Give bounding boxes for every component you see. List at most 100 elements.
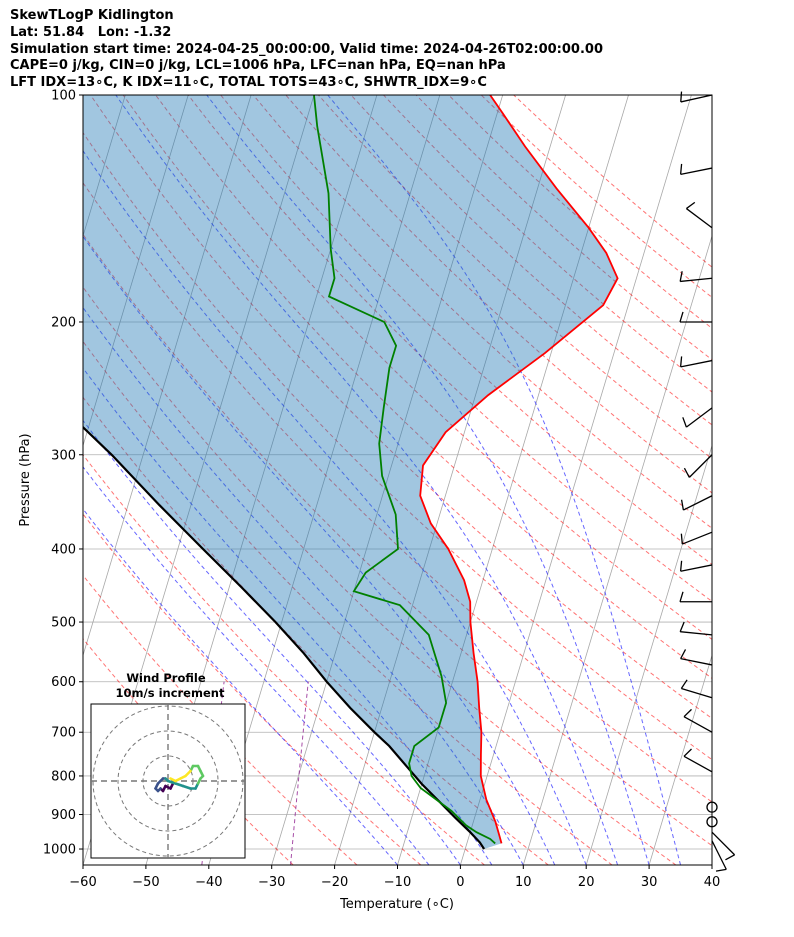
moist-adiabat xyxy=(83,306,524,865)
x-tick-label: −60 xyxy=(69,875,96,890)
barb-shaft xyxy=(682,531,713,545)
barb-shaft xyxy=(683,755,713,773)
mixing-ratio-line xyxy=(290,681,309,865)
hodograph-segment xyxy=(166,779,177,785)
barb-shaft xyxy=(681,687,713,699)
wind-barb xyxy=(679,163,713,175)
y-axis-label: Pressure (hPa) xyxy=(18,433,33,526)
isotherm xyxy=(83,95,189,448)
wind-barb xyxy=(683,454,713,478)
dry-adiabat xyxy=(90,95,712,720)
wind-barb xyxy=(679,591,712,603)
barb-shaft xyxy=(688,454,713,478)
y-tick-label: 700 xyxy=(51,726,76,741)
dry-adiabat xyxy=(83,340,613,865)
x-tick-label: 30 xyxy=(641,875,658,890)
x-axis-ticks: −60 −50 −40 −30 −20 −10 0 10 20 30 40 xyxy=(69,865,720,890)
barb-flag xyxy=(680,499,685,511)
y-tick-label: 400 xyxy=(51,542,76,557)
wind-barb xyxy=(711,840,727,872)
y-tick-label: 800 xyxy=(51,769,76,784)
x-tick-label: 10 xyxy=(515,875,532,890)
moist-adiabat xyxy=(327,95,681,865)
barb-shaft xyxy=(680,564,713,572)
wind-barb xyxy=(683,708,713,733)
stability-line: CAPE=0 j/kg, CIN=0 j/kg, LCL=1006 hPa, L… xyxy=(10,58,506,74)
barb-shaft xyxy=(680,167,713,175)
barb-flag xyxy=(683,708,692,718)
y-tick-label: 1000 xyxy=(43,843,76,858)
wind-barb xyxy=(711,831,736,861)
calm-wind-circle xyxy=(706,816,718,828)
dry-adiabat xyxy=(350,95,712,426)
isotherm xyxy=(83,95,126,238)
barb-flag xyxy=(683,748,692,757)
dry-adiabat xyxy=(285,95,712,494)
chart-header: SkewTLogP Kidlington Lat: 51.84 Lon: -1.… xyxy=(10,8,603,92)
barb-flag xyxy=(680,649,687,659)
temperature-line xyxy=(419,95,619,844)
wind-barb xyxy=(679,560,713,572)
barb-shaft xyxy=(711,840,727,870)
barb-flag xyxy=(679,163,683,175)
barb-flag xyxy=(679,591,684,602)
isotherm xyxy=(522,234,712,865)
wind-barbs xyxy=(679,91,736,872)
moist-adiabat xyxy=(83,149,587,865)
barb-shaft xyxy=(711,831,736,856)
hodograph-segment xyxy=(181,784,192,790)
wind-barb xyxy=(686,201,713,229)
index-line: LFT IDX=13∘C, K IDX=11∘C, TOTAL TOTS=43∘… xyxy=(10,75,487,91)
isotherm xyxy=(585,444,712,865)
dry-adiabat xyxy=(83,396,549,865)
profiles xyxy=(83,95,619,850)
hodograph-title: Wind Profile xyxy=(126,671,206,685)
wind-barb xyxy=(683,748,713,773)
barb-flag xyxy=(679,356,683,367)
x-tick-label: 40 xyxy=(704,875,721,890)
moist-adiabat xyxy=(83,508,398,865)
wind-barb xyxy=(680,495,713,511)
x-tick-label: 20 xyxy=(578,875,595,890)
barb-flag xyxy=(682,417,688,428)
x-tick-label: −40 xyxy=(195,875,222,890)
cape-shading xyxy=(83,95,618,849)
barb-shaft xyxy=(686,208,713,229)
barb-flag xyxy=(715,868,727,872)
dry-adiabat xyxy=(83,233,712,847)
x-axis-label: Temperature (∘C) xyxy=(339,897,454,912)
dry-adiabat xyxy=(83,513,422,865)
wind-barb xyxy=(680,531,713,545)
barb-shaft xyxy=(683,716,713,733)
hodograph: Wind Profile 10m/s increment xyxy=(90,671,246,859)
y-axis-ticks: 100 200 300 400 500 600 700 800 900 1000 xyxy=(43,89,83,858)
dry-adiabat xyxy=(83,131,712,761)
wind-barb xyxy=(679,311,712,323)
isotherm xyxy=(648,653,712,865)
barb-shaft xyxy=(680,631,713,636)
y-tick-label: 500 xyxy=(51,616,76,631)
dry-adiabat xyxy=(155,95,712,640)
isotherm xyxy=(271,95,504,865)
barb-shaft xyxy=(680,658,713,666)
hodograph-ring xyxy=(117,730,219,832)
barb-flag xyxy=(680,91,683,102)
moist-adiabat xyxy=(83,419,461,865)
dry-adiabat xyxy=(83,574,358,865)
dry-adiabat xyxy=(220,95,712,565)
barb-shaft xyxy=(680,94,713,103)
dry-adiabat xyxy=(83,182,712,803)
barb-shaft xyxy=(680,359,713,368)
dewpoint-line xyxy=(313,95,496,845)
y-tick-label: 200 xyxy=(51,315,76,330)
moist-adiabat xyxy=(115,95,619,865)
barb-flag xyxy=(686,201,696,210)
barb-shaft xyxy=(686,407,713,428)
wind-barb xyxy=(682,407,713,428)
y-tick-label: 100 xyxy=(51,89,76,104)
isotherm xyxy=(208,95,441,865)
wind-barb xyxy=(680,91,713,103)
wind-barb xyxy=(679,271,713,283)
barb-flag xyxy=(679,311,684,323)
